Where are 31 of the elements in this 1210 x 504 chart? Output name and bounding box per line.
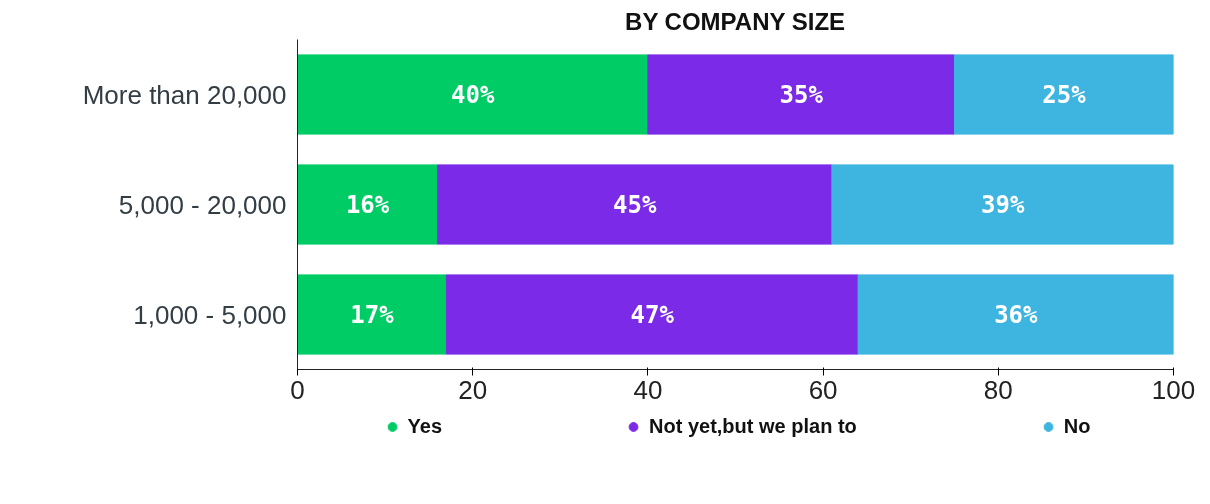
data-label: 45% <box>613 190 657 219</box>
data-label: 47% <box>630 300 675 329</box>
chart-title: BY COMPANY SIZE <box>625 7 846 35</box>
data-label: 36% <box>994 300 1039 329</box>
data-label: 40% <box>451 80 495 109</box>
legend-label: Not yet,but we plan to <box>649 414 857 438</box>
y-tick-label: More than 20,000 <box>82 79 287 110</box>
bar <box>437 164 833 245</box>
bar <box>857 274 1174 355</box>
x-tick-label: 0 <box>290 374 305 405</box>
data-label: 35% <box>779 80 824 109</box>
bar <box>647 54 955 135</box>
bar <box>297 54 649 135</box>
data-label: 39% <box>981 190 1025 219</box>
x-tick-label: 80 <box>983 374 1013 405</box>
bar <box>297 164 439 245</box>
bar <box>445 274 859 355</box>
bar <box>297 274 447 355</box>
bar <box>954 54 1174 135</box>
data-label: 25% <box>1042 80 1087 109</box>
data-label: 17% <box>350 300 395 329</box>
legend-label: No <box>1063 414 1091 438</box>
y-tick-label: 1,000 - 5,000 <box>133 299 287 330</box>
bar <box>831 164 1174 245</box>
x-tick-label: 40 <box>633 374 663 405</box>
y-tick-label: 5,000 - 20,000 <box>118 189 287 220</box>
x-tick-label: 100 <box>1151 374 1196 405</box>
x-tick-label: 20 <box>458 374 488 405</box>
x-tick-label: 60 <box>808 374 838 405</box>
data-label: 16% <box>345 190 390 219</box>
legend-label: Yes <box>407 414 443 438</box>
